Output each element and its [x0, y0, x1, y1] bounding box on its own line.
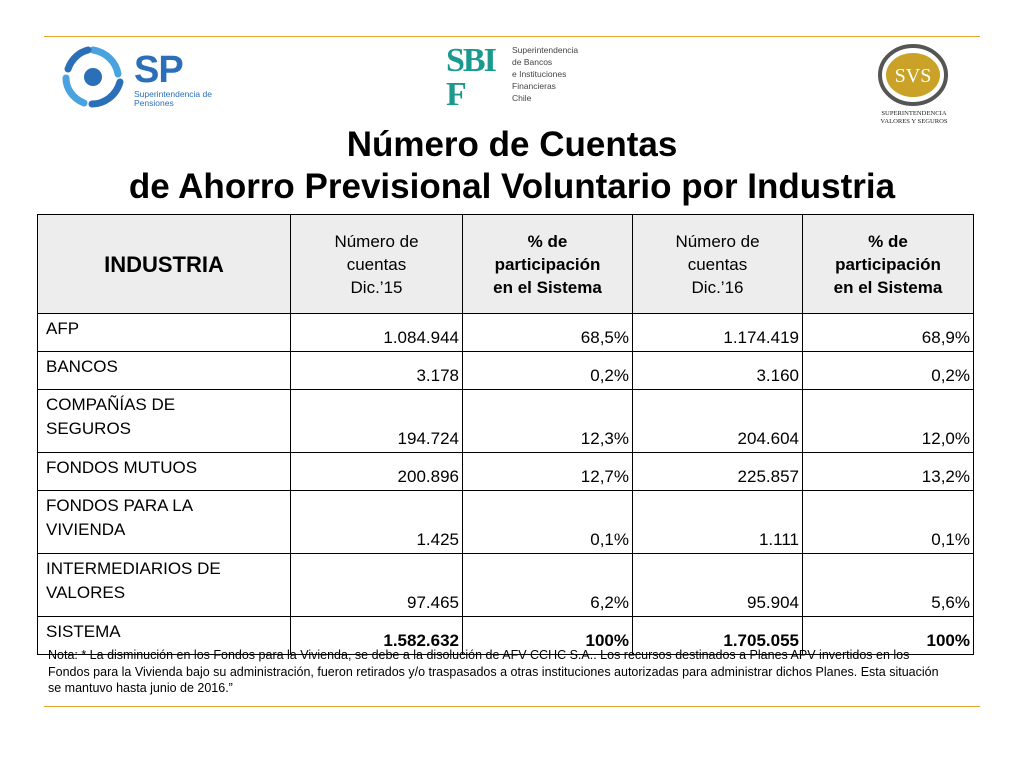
cuentas-15-cell: 3.178	[290, 351, 463, 390]
participacion-15-cell: 68,5%	[462, 313, 633, 352]
sp-logo: SP Superintendencia de Pensiones	[58, 42, 218, 112]
header-line: cuentas	[687, 254, 748, 274]
industry-name: FONDOS PARA LA VIVIENDA	[37, 490, 291, 554]
sbif-logo-line: e Instituciones	[512, 69, 567, 79]
header-line: Dic.’15	[350, 277, 403, 297]
table-row: INTERMEDIARIOS DE VALORES 97.465 6,2% 95…	[37, 553, 974, 617]
table-row: AFP 1.084.944 68,5% 1.174.419 68,9%	[37, 313, 974, 352]
bottom-divider	[44, 706, 980, 707]
header-line: participación	[494, 254, 601, 274]
participacion-15-cell: 100%	[462, 616, 633, 655]
cuentas-16-cell: 204.604	[632, 389, 803, 453]
top-divider	[44, 36, 980, 37]
participacion-16-cell: 0,1%	[802, 490, 974, 554]
cuentas-15-cell: 194.724	[290, 389, 463, 453]
sbif-logo-line: Chile	[512, 93, 532, 103]
sp-logo-name: Superintendencia de Pensiones	[134, 89, 212, 108]
header-industria: INDUSTRIA	[37, 214, 291, 314]
industry-table: INDUSTRIA Número de cuentas Dic.’15 % de…	[37, 214, 974, 655]
industry-name: COMPAÑÍAS DE SEGUROS	[37, 389, 291, 453]
industry-name: FONDOS MUTUOS	[37, 452, 291, 491]
participacion-16-cell: 12,0%	[802, 389, 974, 453]
sp-star-icon	[62, 46, 124, 108]
industry-name-line: VIVIENDA	[46, 520, 126, 539]
title-line-1: Número de Cuentas	[346, 125, 678, 164]
industry-name: BANCOS	[37, 351, 291, 390]
table-row: COMPAÑÍAS DE SEGUROS 194.724 12,3% 204.6…	[37, 389, 974, 453]
industry-name: AFP	[37, 313, 291, 352]
cuentas-15-cell: 1.425	[290, 490, 463, 554]
industry-name-line: SEGUROS	[46, 419, 132, 438]
header-cuentas-15: Número de cuentas Dic.’15	[290, 214, 463, 314]
participacion-15-cell: 12,3%	[462, 389, 633, 453]
sbif-logo: SBIF Superintendencia de Bancos e Instit…	[446, 44, 586, 118]
header-line: participación	[835, 254, 941, 274]
participacion-16-cell: 68,9%	[802, 313, 974, 352]
title-line-2: de Ahorro Previsional Voluntario por Ind…	[128, 167, 896, 206]
industry-name-line: INTERMEDIARIOS DE	[46, 559, 221, 578]
table-row: FONDOS MUTUOS 200.896 12,7% 225.857 13,2…	[37, 452, 974, 491]
table-row: FONDOS PARA LA VIVIENDA 1.425 0,1% 1.111…	[37, 490, 974, 554]
header-participacion-16: % de participación en el Sistema	[802, 214, 974, 314]
header-line: Dic.’16	[691, 277, 744, 297]
cuentas-16-cell: 3.160	[632, 351, 803, 390]
industry-name-line: VALORES	[46, 583, 126, 602]
svs-oval-icon: SVS	[878, 44, 948, 106]
cuentas-15-cell: 97.465	[290, 553, 463, 617]
svs-logo: SVS SUPERINTENDENCIA VALORES Y SEGUROS	[868, 44, 960, 130]
sbif-logo-line: Superintendencia	[512, 45, 579, 55]
cuentas-15-cell: 1.084.944	[290, 313, 463, 352]
participacion-16-cell: 13,2%	[802, 452, 974, 491]
industry-name-line: SISTEMA	[46, 622, 121, 641]
svs-logo-brand: SVS	[895, 65, 932, 87]
svs-logo-line: SUPERINTENDENCIA	[881, 110, 947, 117]
cuentas-16-cell: 1.111	[632, 490, 803, 554]
industry-name-line: BANCOS	[46, 357, 118, 376]
svs-logo-text: SUPERINTENDENCIA VALORES Y SEGUROS	[868, 110, 960, 126]
participacion-15-cell: 0,2%	[462, 351, 633, 390]
header-line: % de	[868, 231, 908, 251]
participacion-15-cell: 0,1%	[462, 490, 633, 554]
cuentas-15-cell: 1.582.632	[290, 616, 463, 655]
header-cuentas-16: Número de cuentas Dic.’16	[632, 214, 803, 314]
industry-name-line: COMPAÑÍAS DE	[46, 395, 176, 414]
cuentas-16-cell: 95.904	[632, 553, 803, 617]
industry-name: SISTEMA	[37, 616, 291, 655]
cuentas-16-cell: 225.857	[632, 452, 803, 491]
header-line: Número de	[675, 231, 760, 251]
industry-name-line: FONDOS PARA LA	[46, 496, 194, 515]
participacion-15-cell: 6,2%	[462, 553, 633, 617]
industry-name-line: FONDOS MUTUOS	[46, 458, 198, 477]
cuentas-15-cell: 200.896	[290, 452, 463, 491]
header-line: en el Sistema	[833, 277, 943, 297]
cuentas-16-cell: 1.705.055	[632, 616, 803, 655]
header-participacion-15: % de participación en el Sistema	[462, 214, 633, 314]
header-line: % de	[527, 231, 568, 251]
participacion-16-cell: 0,2%	[802, 351, 974, 390]
cuentas-16-cell: 1.174.419	[632, 313, 803, 352]
sp-logo-brand: SP	[134, 49, 184, 91]
footnote: Nota: * La disminución en los Fondos par…	[48, 648, 939, 695]
sbif-logo-line: de Bancos	[512, 57, 553, 67]
header-line: cuentas	[346, 254, 407, 274]
sbif-logo-text: Superintendencia de Bancos e Institucion…	[512, 44, 592, 104]
table-header-row: INDUSTRIA Número de cuentas Dic.’15 % de…	[37, 214, 974, 314]
header-line: Número de	[334, 231, 419, 251]
sbif-logo-mark: SBIF	[446, 42, 497, 113]
page-title: Número de Cuentas de Ahorro Previsional …	[44, 124, 980, 208]
participacion-15-cell: 12,7%	[462, 452, 633, 491]
industry-name: INTERMEDIARIOS DE VALORES	[37, 553, 291, 617]
participacion-16-cell: 100%	[802, 616, 974, 655]
sbif-logo-line: Financieras	[512, 81, 556, 91]
industry-name-line: AFP	[46, 319, 80, 338]
table-row-total: SISTEMA 1.582.632 100% 1.705.055 100%	[37, 616, 974, 655]
participacion-16-cell: 5,6%	[802, 553, 974, 617]
svs-logo-line: VALORES Y SEGUROS	[880, 118, 948, 125]
table-row: BANCOS 3.178 0,2% 3.160 0,2%	[37, 351, 974, 390]
header-line: en el Sistema	[493, 277, 602, 297]
